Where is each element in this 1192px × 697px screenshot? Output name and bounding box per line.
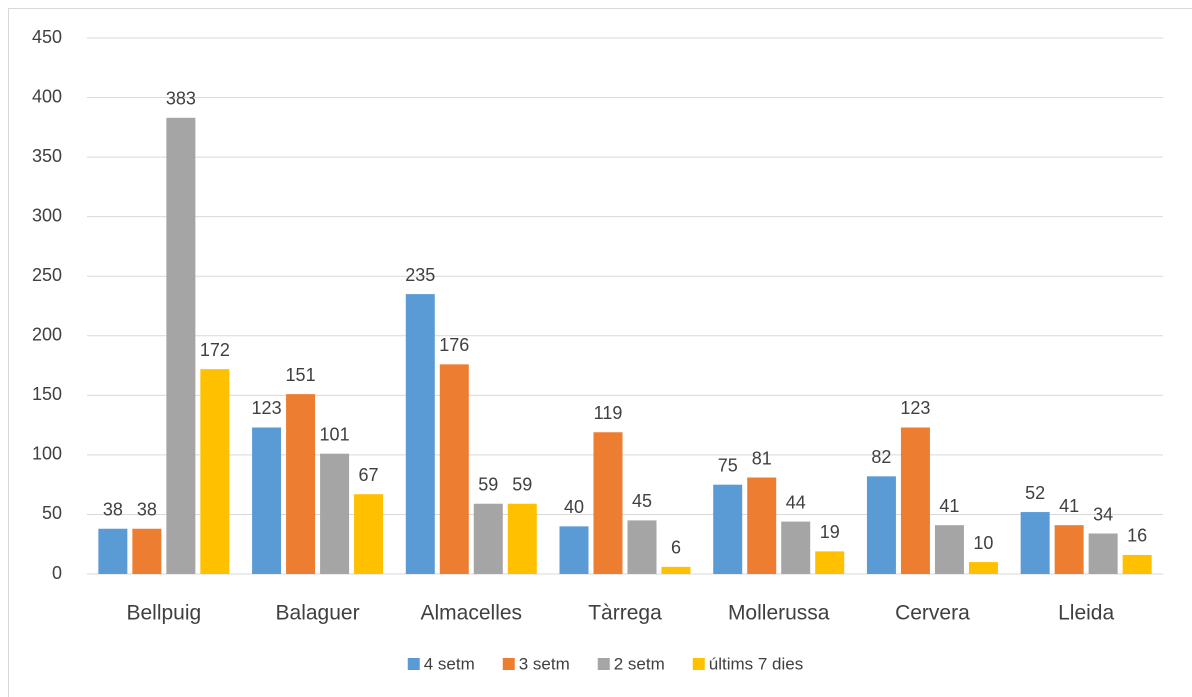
- data-label: 38: [103, 499, 123, 519]
- bar: [200, 369, 230, 574]
- data-label: 81: [752, 448, 772, 468]
- data-label: 172: [200, 340, 230, 360]
- data-label: 45: [632, 491, 652, 511]
- bar: [320, 453, 350, 574]
- data-label: 151: [286, 365, 316, 385]
- data-label: 59: [478, 474, 498, 494]
- data-label: 10: [973, 533, 993, 553]
- legend-swatch: [502, 658, 515, 670]
- y-tick-label: 0: [52, 563, 62, 583]
- data-label: 6: [671, 538, 681, 558]
- bar: [1020, 512, 1050, 574]
- bar: [132, 528, 162, 574]
- bar: [815, 551, 845, 574]
- data-label: 123: [900, 398, 930, 418]
- data-label: 383: [166, 89, 196, 109]
- y-tick-label: 150: [32, 384, 62, 404]
- bar: [968, 562, 998, 574]
- data-label: 123: [252, 398, 282, 418]
- x-tick-label: Mollerussa: [728, 602, 830, 625]
- data-label: 75: [718, 455, 738, 475]
- bar: [1088, 533, 1118, 574]
- bar: [166, 117, 196, 574]
- bar: [559, 526, 589, 574]
- bar: [627, 520, 657, 574]
- bar: [1054, 525, 1084, 574]
- data-label: 16: [1127, 526, 1147, 546]
- data-label: 52: [1025, 483, 1045, 503]
- y-tick-label: 200: [32, 325, 62, 345]
- data-label: 67: [359, 465, 379, 485]
- x-tick-label: Cervera: [895, 602, 970, 625]
- bar: [781, 521, 811, 574]
- legend-label: 2 setm: [614, 654, 665, 673]
- bar: [405, 294, 435, 574]
- legend-label: 3 setm: [519, 654, 570, 673]
- y-tick-label: 100: [32, 444, 62, 464]
- chart-frame: [8, 8, 1192, 697]
- bar: [439, 364, 469, 574]
- bar: [900, 427, 930, 574]
- y-tick-label: 300: [32, 205, 62, 225]
- data-label: 44: [786, 492, 806, 512]
- bar: [252, 427, 282, 574]
- y-tick-label: 350: [32, 146, 62, 166]
- x-tick-label: Tàrrega: [588, 602, 662, 625]
- data-label: 19: [820, 522, 840, 542]
- data-label: 101: [320, 424, 350, 444]
- bar: [747, 477, 777, 574]
- bar: [661, 566, 691, 574]
- data-label: 176: [439, 335, 469, 355]
- x-tick-label: Balaguer: [276, 602, 360, 625]
- bar: [1122, 554, 1152, 574]
- x-tick-label: Lleida: [1058, 602, 1114, 625]
- data-label: 59: [512, 474, 532, 494]
- legend-label: últims 7 dies: [709, 654, 803, 673]
- x-tick-label: Bellpuig: [126, 602, 201, 625]
- legend-swatch: [407, 658, 420, 670]
- y-tick-label: 400: [32, 86, 62, 106]
- data-label: 38: [137, 499, 157, 519]
- bar: [98, 528, 128, 574]
- y-tick-label: 450: [32, 27, 62, 47]
- legend-swatch: [597, 658, 610, 670]
- bar: [934, 525, 964, 574]
- data-label: 41: [939, 496, 959, 516]
- bar: [354, 494, 384, 574]
- legend-swatch: [692, 658, 705, 670]
- bar: [866, 476, 896, 574]
- data-label: 119: [594, 403, 623, 423]
- y-tick-label: 50: [42, 503, 62, 523]
- data-label: 82: [871, 447, 891, 467]
- bar: [713, 484, 743, 574]
- bar: [473, 503, 503, 574]
- bar: [593, 432, 623, 574]
- bar: [507, 503, 537, 574]
- legend-label: 4 setm: [424, 654, 475, 673]
- data-label: 41: [1059, 496, 1079, 516]
- data-label: 235: [405, 265, 435, 285]
- bar: [286, 394, 316, 574]
- x-tick-label: Almacelles: [421, 602, 523, 625]
- y-tick-label: 250: [32, 265, 62, 285]
- data-label: 34: [1093, 504, 1113, 524]
- data-label: 40: [564, 497, 584, 517]
